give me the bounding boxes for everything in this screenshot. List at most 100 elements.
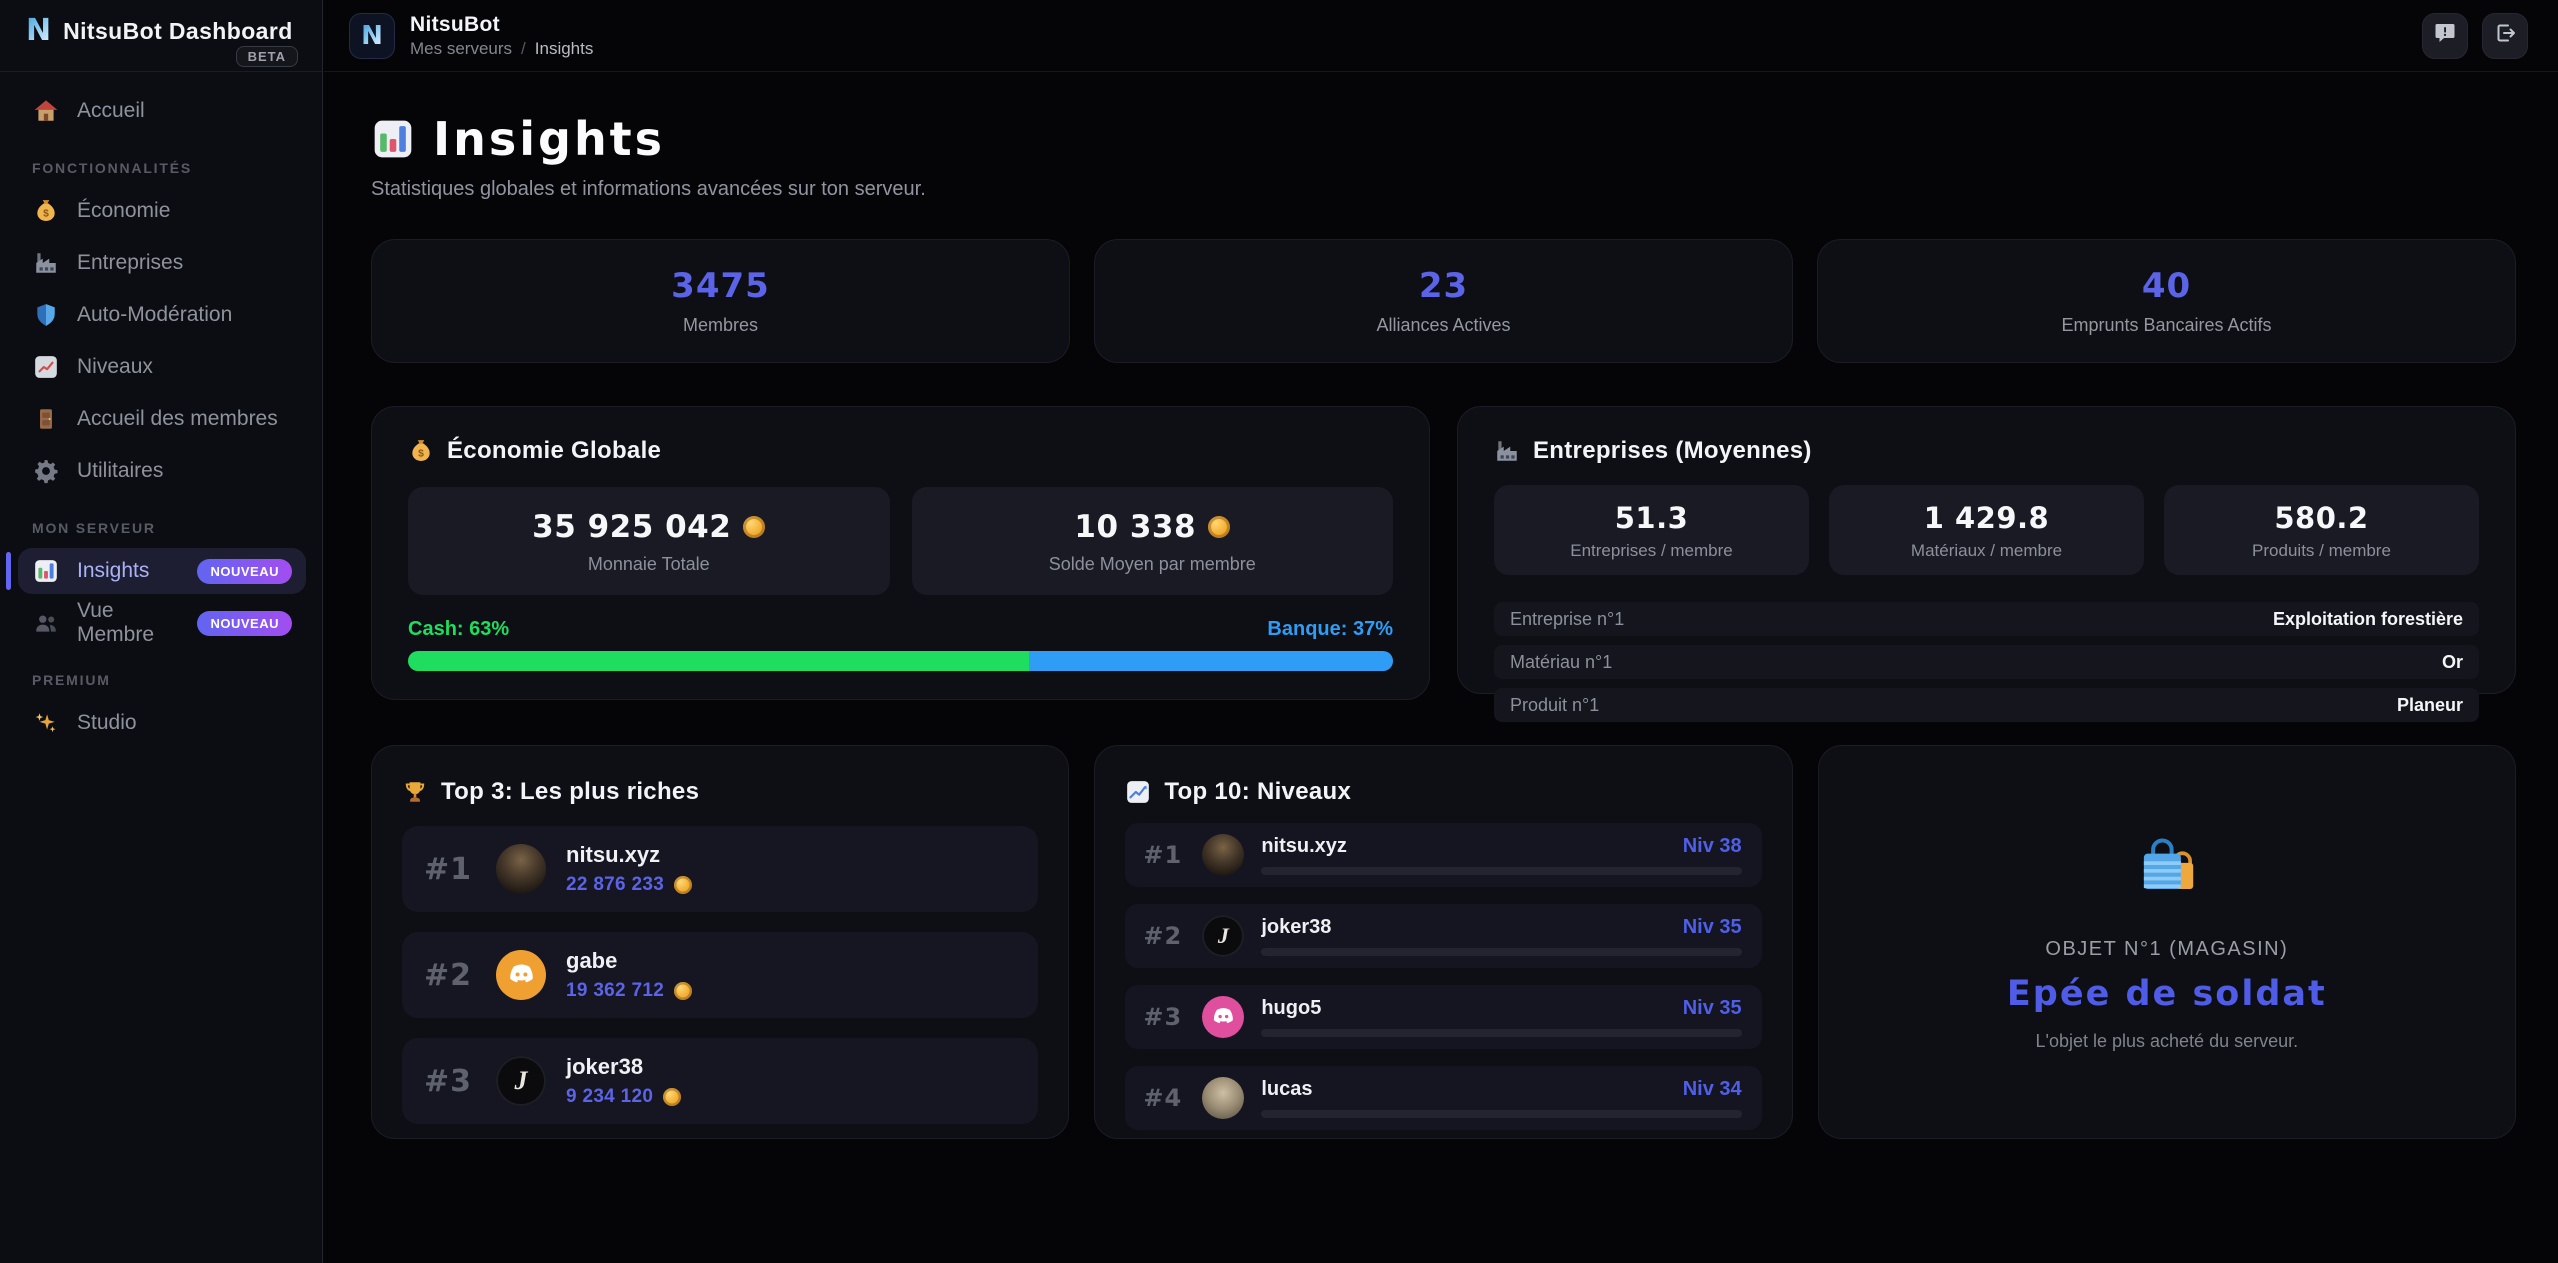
total-money-metric: 35 925 042 Monnaie Totale — [408, 486, 890, 595]
metric-value: 35 925 042 — [532, 508, 732, 545]
top-levels-title: Top 10: Niveaux — [1164, 778, 1352, 805]
level-row-1: #1 nitsu.xyz Niv 38 — [1125, 823, 1762, 887]
companies-per-member-metric: 51.3 Entreprises / membre — [1494, 485, 1809, 575]
top-item-caption: L'objet le plus acheté du serveur. — [2035, 1031, 2299, 1051]
top-material-row: Matériau n°1 Or — [1494, 645, 2479, 679]
top-item-label: OBJET N°1 (MAGASIN) — [2045, 938, 2289, 960]
metric-value: 51.3 — [1614, 501, 1689, 535]
level-label: Niv 38 — [1682, 835, 1742, 857]
top-product-row: Produit n°1 Planeur — [1494, 688, 2479, 722]
rich-row-2: #2 gabe 19 362 712 — [402, 932, 1039, 1018]
rank-label: #4 — [1143, 1084, 1183, 1112]
sidebar-item-automod[interactable]: Auto-Modération — [18, 292, 306, 338]
sidebar-item-levels[interactable]: Niveaux — [18, 344, 306, 390]
avatar — [1202, 1077, 1245, 1119]
feedback-button[interactable] — [2422, 12, 2468, 59]
stat-card-members: 3475 Membres — [371, 239, 1070, 363]
sidebar: N NitsuBot Dashboard BETA Accueil FONCTI… — [0, 0, 323, 1263]
member-name: lucas — [1261, 1078, 1313, 1100]
content: Insights Statistiques globales et inform… — [324, 72, 2558, 1139]
sidebar-item-member-view[interactable]: Vue Membre NOUVEAU — [18, 599, 306, 646]
topbar: N NitsuBot Mes serveurs / Insights — [324, 0, 2558, 72]
breadcrumb-servers-link[interactable]: Mes serveurs — [410, 38, 513, 58]
nouveau-badge: NOUVEAU — [197, 610, 292, 636]
sidebar-item-label: Studio — [77, 711, 137, 734]
sidebar-item-economy[interactable]: $ Économie — [18, 188, 306, 234]
page-subtitle: Statistiques globales et informations av… — [371, 178, 926, 200]
sidebar-brand[interactable]: N NitsuBot Dashboard BETA — [0, 0, 322, 72]
companies-card: Entreprises (Moyennes) 51.3 Entreprises … — [1457, 406, 2516, 722]
member-balance: 22 876 233 — [566, 874, 665, 895]
row-label: Entreprise n°1 — [1510, 608, 1625, 629]
metric-value: 1 429.8 — [1923, 501, 2050, 535]
member-name: nitsu.xyz — [566, 842, 661, 867]
top-company-row: Entreprise n°1 Exploitation forestière — [1494, 602, 2479, 636]
member-name: hugo5 — [1261, 997, 1322, 1019]
level-label: Niv 35 — [1682, 916, 1742, 938]
sidebar-item-label: Économie — [77, 199, 171, 222]
top-item-card: OBJET N°1 (MAGASIN) Epée de soldat L'obj… — [1817, 745, 2516, 1139]
top-rich-card: Top 3: Les plus riches #1 nitsu.xyz 22 8… — [371, 745, 1070, 1139]
sidebar-item-utilities[interactable]: Utilitaires — [18, 448, 306, 494]
bar-chart-icon — [374, 120, 412, 158]
gear-icon — [32, 457, 60, 485]
door-icon — [32, 405, 60, 433]
stat-card-loans: 40 Emprunts Bancaires Actifs — [1817, 239, 2516, 363]
sidebar-item-welcome[interactable]: Accueil des membres — [18, 396, 306, 442]
economy-card-title: Économie Globale — [447, 437, 662, 464]
avatar: J — [1202, 915, 1245, 957]
rich-row-3: #3 J joker38 9 234 120 — [402, 1038, 1039, 1124]
house-icon — [32, 97, 60, 125]
feedback-icon — [2433, 21, 2457, 50]
coin-icon — [1208, 515, 1231, 538]
svg-text:$: $ — [418, 448, 424, 459]
avatar — [1202, 996, 1245, 1038]
row-label: Matériau n°1 — [1510, 651, 1613, 672]
nitsubot-logo-icon: N — [361, 20, 383, 51]
rank-label: #1 — [1143, 841, 1183, 869]
metric-label: Matériaux / membre — [1910, 541, 2063, 560]
factory-icon — [32, 249, 60, 277]
member-name: joker38 — [566, 1054, 644, 1079]
breadcrumb: Mes serveurs / Insights — [410, 39, 593, 59]
chart-line-icon — [32, 353, 60, 381]
rank-label: #1 — [424, 851, 473, 887]
avatar — [496, 950, 546, 1000]
member-name: gabe — [566, 948, 618, 973]
sidebar-item-companies[interactable]: Entreprises — [18, 240, 306, 286]
rich-row-1: #1 nitsu.xyz 22 876 233 — [402, 826, 1039, 912]
cash-segment — [408, 651, 1029, 671]
bot-name: NitsuBot — [410, 12, 500, 36]
trophy-icon — [405, 782, 425, 802]
coin-icon — [743, 515, 766, 538]
nitsubot-logo-icon: N — [26, 13, 52, 48]
main-area: N NitsuBot Mes serveurs / Insights — [324, 0, 2558, 1263]
rank-label: #2 — [1143, 922, 1183, 950]
stat-label: Emprunts Bancaires Actifs — [2061, 315, 2272, 335]
avatar — [496, 844, 546, 894]
metric-label: Produits / membre — [2252, 541, 2391, 560]
level-label: Niv 35 — [1682, 997, 1742, 1019]
metric-label: Entreprises / membre — [1570, 541, 1733, 560]
products-per-member-metric: 580.2 Produits / membre — [2164, 485, 2479, 575]
logout-button[interactable] — [2482, 12, 2528, 59]
svg-text:$: $ — [43, 208, 49, 219]
bar-chart-icon — [32, 557, 60, 585]
sidebar-item-insights[interactable]: Insights NOUVEAU — [6, 548, 306, 594]
sidebar-item-label: Insights — [77, 559, 150, 582]
breadcrumb-separator: / — [521, 38, 526, 58]
section-label-server: MON SERVEUR — [32, 520, 156, 536]
rank-label: #3 — [424, 1063, 473, 1099]
people-icon — [32, 609, 60, 637]
sidebar-item-studio[interactable]: Studio — [18, 700, 306, 746]
top-rich-title: Top 3: Les plus riches — [441, 778, 700, 805]
shield-icon — [32, 301, 60, 329]
brand-title: NitsuBot Dashboard — [63, 18, 293, 44]
sidebar-item-label: Auto-Modération — [77, 303, 233, 326]
row-value: Planeur — [2396, 694, 2463, 715]
metric-label: Monnaie Totale — [587, 553, 710, 574]
bot-logo[interactable]: N — [349, 12, 395, 59]
member-balance: 19 362 712 — [566, 980, 665, 1001]
sidebar-item-home[interactable]: Accueil — [18, 88, 306, 134]
sidebar-item-label: Vue Membre — [77, 599, 155, 646]
